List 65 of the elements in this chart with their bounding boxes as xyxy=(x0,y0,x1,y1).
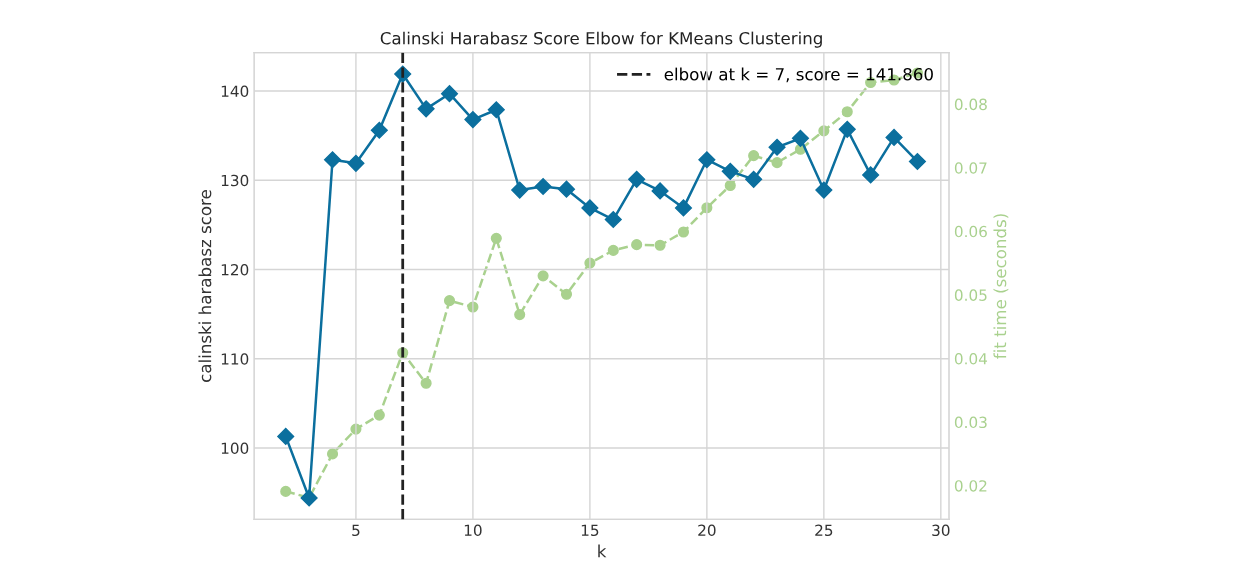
y-tick-label: 130 xyxy=(221,174,249,187)
point xyxy=(326,448,339,460)
point xyxy=(443,295,456,307)
point xyxy=(862,166,880,184)
y2-tick-label: 0.02 xyxy=(954,480,987,492)
point xyxy=(841,106,853,118)
point xyxy=(721,162,739,180)
x-axis-title: k xyxy=(598,544,607,558)
chart-title: Calinski Harabasz Score Elbow for KMeans Clustering xyxy=(380,31,822,48)
y2-tick-label: 0.04 xyxy=(954,352,988,365)
point xyxy=(677,226,690,238)
point xyxy=(347,154,365,172)
point xyxy=(838,120,856,138)
y2-tick-label: 0.06 xyxy=(954,225,987,238)
point xyxy=(440,85,459,103)
ref-line-label: elbow at k = 7, score = 141.860 xyxy=(664,67,933,83)
point xyxy=(464,111,482,129)
y-tick-label: 140 xyxy=(221,85,249,98)
point xyxy=(604,210,622,229)
y2-tick-label: 0.08 xyxy=(954,98,987,111)
x-tick-label: 10 xyxy=(464,524,482,537)
point xyxy=(487,101,505,119)
point xyxy=(557,180,576,198)
point xyxy=(560,288,573,300)
point xyxy=(628,170,646,188)
point xyxy=(654,239,666,251)
y2-tick-label: 0.03 xyxy=(954,416,987,429)
point xyxy=(771,157,783,169)
y-axis-title: calinski harabasz score xyxy=(198,190,212,382)
x-tick-label: 25 xyxy=(815,524,833,537)
y-tick-label: 100 xyxy=(221,442,249,454)
point xyxy=(420,377,432,389)
point xyxy=(768,138,786,156)
point xyxy=(674,199,693,217)
y2-tick-label: 0.07 xyxy=(954,162,987,174)
point xyxy=(791,129,810,147)
point xyxy=(280,485,292,497)
point xyxy=(651,182,669,200)
point xyxy=(490,232,502,244)
point xyxy=(417,100,435,118)
point xyxy=(537,270,549,282)
point xyxy=(277,427,295,445)
x-tick-label: 20 xyxy=(698,524,716,537)
y2-axis-title: fit time (seconds) xyxy=(993,214,1009,359)
point xyxy=(514,309,526,321)
point xyxy=(370,121,388,139)
point xyxy=(534,177,552,196)
point xyxy=(323,151,342,169)
point xyxy=(373,409,385,421)
x-tick-label: 30 xyxy=(932,524,950,537)
y-tick-label: 110 xyxy=(221,353,249,365)
x-tick-label: 5 xyxy=(352,524,360,537)
point xyxy=(885,128,903,146)
x-tick-label: 15 xyxy=(581,524,599,537)
point xyxy=(698,151,716,169)
point xyxy=(511,181,529,199)
y-tick-label: 120 xyxy=(221,263,249,276)
point xyxy=(815,181,833,199)
point xyxy=(581,199,599,217)
point xyxy=(745,170,763,188)
y2-tick-label: 0.05 xyxy=(954,289,987,301)
point xyxy=(748,150,760,162)
point xyxy=(607,244,619,256)
point xyxy=(631,239,643,251)
point xyxy=(908,152,926,171)
